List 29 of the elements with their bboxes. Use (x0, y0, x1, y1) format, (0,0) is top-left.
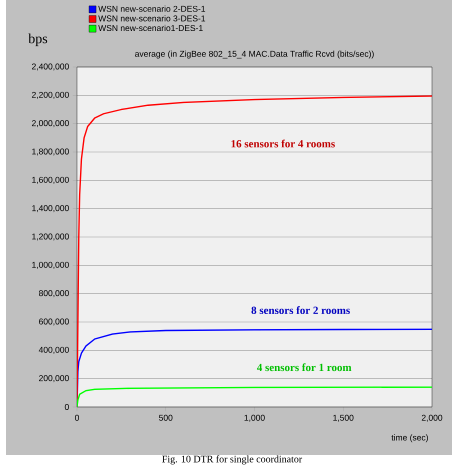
x-tick-label: 500 (159, 414, 172, 421)
y-tick-label: 1,000,000 (32, 262, 69, 269)
legend-label: WSN new-scenario1-DES-1 (98, 24, 203, 32)
annotation: 4 sensors for 1 room (256, 363, 352, 372)
y-tick-label: 2,200,000 (32, 92, 69, 99)
y-axis-title: bps (28, 33, 48, 46)
y-tick-label: 600,000 (39, 318, 69, 326)
x-tick-label: 1,000 (244, 414, 265, 422)
x-axis-title: time (sec) (391, 434, 428, 442)
y-tick-label: 1,200,000 (32, 234, 69, 240)
y-tick-label: 200,000 (39, 375, 69, 382)
y-tick-label: 1,400,000 (32, 205, 69, 212)
legend-label: WSN new-scenario 2-DES-1 (98, 6, 206, 12)
y-tick-label: 1,800,000 (32, 148, 69, 156)
annotation: 8 sensors for 2 rooms (251, 306, 350, 314)
chart-title: average (in ZigBee 802_15_4 MAC.Data Traffic Rcvd (bits/sec)) (135, 50, 374, 58)
x-tick-label: 0 (74, 414, 80, 421)
legend-label: WSN new-scenario 3-DES-1 (98, 15, 206, 22)
y-tick-label: 800,000 (38, 290, 69, 298)
y-tick-label: 2,400,000 (32, 64, 69, 70)
annotation: 16 sensors for 4 rooms (232, 140, 335, 148)
y-tick-label: 0 (64, 404, 69, 410)
line-series (77, 386, 432, 407)
y-tick-label: 2,000,000 (32, 120, 69, 128)
x-tick-label: 2,000 (422, 414, 442, 422)
x-tick-label: 1,500 (333, 414, 354, 422)
y-tick-label: 400,000 (38, 346, 69, 354)
caption: Fig. 10 DTR for single coordinator (162, 455, 302, 464)
y-tick-label: 1,600,000 (32, 176, 69, 184)
